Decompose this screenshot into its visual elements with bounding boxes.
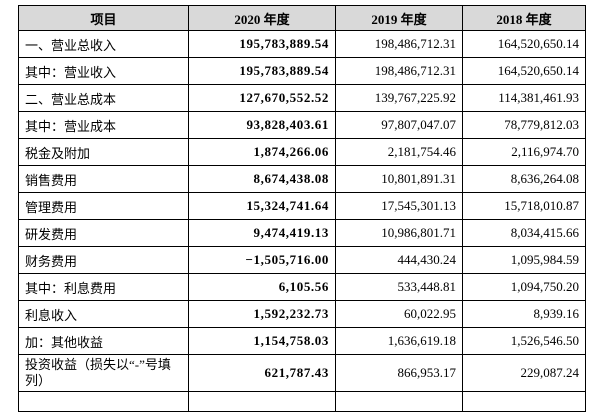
value-cell: 1,592,232.73 xyxy=(188,300,336,328)
value-cell: 114,381,461.93 xyxy=(462,84,586,112)
row-label: 二、营业总成本 xyxy=(18,84,189,112)
value-cell: 229,087.24 xyxy=(462,354,586,392)
value-cell: 8,674,438.08 xyxy=(188,165,336,193)
empty-cell xyxy=(18,391,189,412)
empty-cell xyxy=(335,391,463,412)
value-cell: 8,636,264.08 xyxy=(462,165,586,193)
header-cell: 2020 年度 xyxy=(188,5,336,31)
table-row: 二、营业总成本 127,670,552.52 139,767,225.92 114,3… xyxy=(18,84,586,112)
value-cell: 78,779,812.03 xyxy=(462,111,586,139)
row-label: 其中：利息费用 xyxy=(18,273,189,301)
table-row: 其中：利息费用 6,105.56 533,448.81 1,094,750.20 xyxy=(18,273,586,301)
row-label: 其中：营业成本 xyxy=(18,111,189,139)
income-table: 项目 2020 年度 2019 年度 2018 年度 一、营业总收入 195,783,8… xyxy=(18,5,586,412)
row-label: 财务费用 xyxy=(18,246,189,274)
value-cell: 139,767,225.92 xyxy=(335,84,463,112)
value-cell: 60,022.95 xyxy=(335,300,463,328)
value-cell: 164,520,650.14 xyxy=(462,30,586,58)
header-row: 项目 2020 年度 2019 年度 2018 年度 xyxy=(18,5,586,31)
table-row: 研发费用 9,474,419.13 10,986,801.71 8,034,415.6… xyxy=(18,219,586,247)
row-label: 销售费用 xyxy=(18,165,189,193)
value-cell: 10,986,801.71 xyxy=(335,219,463,247)
value-cell: 164,520,650.14 xyxy=(462,57,586,85)
value-cell: 621,787.43 xyxy=(188,354,336,392)
row-label: 投资收益（损失以“-”号填列） xyxy=(18,354,189,392)
table-row: 投资收益（损失以“-”号填列） 621,787.43 866,953.17 229,0… xyxy=(18,354,586,392)
table-body: 一、营业总收入 195,783,889.54 198,486,712.31 164,5… xyxy=(18,30,586,412)
empty-cell xyxy=(462,391,586,412)
value-cell: 198,486,712.31 xyxy=(335,30,463,58)
row-label: 利息收入 xyxy=(18,300,189,328)
table-row: 财务费用 −1,505,716.00 444,430.24 1,095,984.59 xyxy=(18,246,586,274)
value-cell: 6,105.56 xyxy=(188,273,336,301)
value-cell: 1,095,984.59 xyxy=(462,246,586,274)
value-cell: 2,181,754.46 xyxy=(335,138,463,166)
value-cell: 198,486,712.31 xyxy=(335,57,463,85)
row-label: 其中：营业收入 xyxy=(18,57,189,85)
table-row: 其中：营业成本 93,828,403.61 97,807,047.07 78,779,… xyxy=(18,111,586,139)
value-cell: 8,034,415.66 xyxy=(462,219,586,247)
row-label: 管理费用 xyxy=(18,192,189,220)
row-label: 一、营业总收入 xyxy=(18,30,189,58)
value-cell: 2,116,974.70 xyxy=(462,138,586,166)
table-row: 销售费用 8,674,438.08 10,801,891.31 8,636,264.0… xyxy=(18,165,586,193)
value-cell: 1,094,750.20 xyxy=(462,273,586,301)
value-cell: 97,807,047.07 xyxy=(335,111,463,139)
value-cell: 17,545,301.13 xyxy=(335,192,463,220)
value-cell: 8,939.16 xyxy=(462,300,586,328)
header-cell: 2019 年度 xyxy=(335,5,463,31)
header-cell: 2018 年度 xyxy=(462,5,586,31)
row-label: 研发费用 xyxy=(18,219,189,247)
value-cell: 444,430.24 xyxy=(335,246,463,274)
table-row: 利息收入 1,592,232.73 60,022.95 8,939.16 xyxy=(18,300,586,328)
value-cell: 127,670,552.52 xyxy=(188,84,336,112)
table-row: 一、营业总收入 195,783,889.54 198,486,712.31 164,5… xyxy=(18,30,586,58)
empty-cell xyxy=(188,391,336,412)
row-label: 税金及附加 xyxy=(18,138,189,166)
value-cell: 195,783,889.54 xyxy=(188,57,336,85)
row-label: 加：其他收益 xyxy=(18,327,189,355)
value-cell: 1,874,266.06 xyxy=(188,138,336,166)
table-row xyxy=(18,391,586,412)
header-cell: 项目 xyxy=(18,5,189,31)
value-cell: 1,154,758.03 xyxy=(188,327,336,355)
value-cell: −1,505,716.00 xyxy=(188,246,336,274)
table-row: 其中：营业收入 195,783,889.54 198,486,712.31 164,5… xyxy=(18,57,586,85)
value-cell: 15,324,741.64 xyxy=(188,192,336,220)
value-cell: 15,718,010.87 xyxy=(462,192,586,220)
value-cell: 195,783,889.54 xyxy=(188,30,336,58)
value-cell: 1,526,546.50 xyxy=(462,327,586,355)
value-cell: 93,828,403.61 xyxy=(188,111,336,139)
value-cell: 866,953.17 xyxy=(335,354,463,392)
table-row: 管理费用 15,324,741.64 17,545,301.13 15,718,010… xyxy=(18,192,586,220)
table-row: 加：其他收益 1,154,758.03 1,636,619.18 1,526,546.… xyxy=(18,327,586,355)
table-container: 项目 2020 年度 2019 年度 2018 年度 一、营业总收入 195,783,8… xyxy=(18,5,586,412)
page: {"table": { "header": ["项目", "2020 年度", … xyxy=(18,5,586,412)
value-cell: 9,474,419.13 xyxy=(188,219,336,247)
value-cell: 1,636,619.18 xyxy=(335,327,463,355)
value-cell: 10,801,891.31 xyxy=(335,165,463,193)
table-row: 税金及附加 1,874,266.06 2,181,754.46 2,116,974.7… xyxy=(18,138,586,166)
value-cell: 533,448.81 xyxy=(335,273,463,301)
